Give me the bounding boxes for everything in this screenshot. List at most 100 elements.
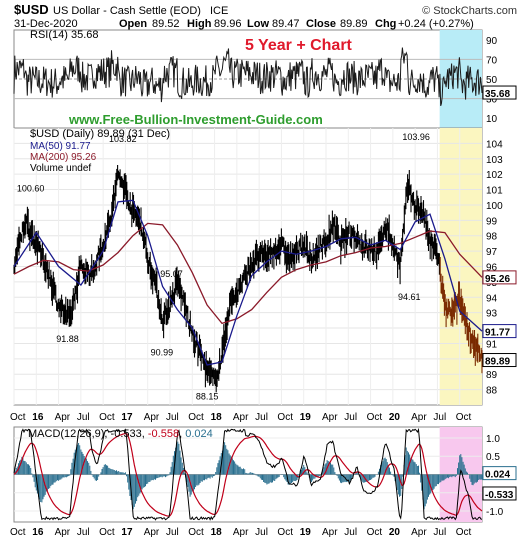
low-label: Low bbox=[247, 18, 269, 30]
chg-label: Chg bbox=[375, 18, 396, 30]
rsi-tick-50: 50 bbox=[486, 75, 498, 86]
ma50-badge-box bbox=[482, 324, 517, 339]
price-xtick-18: Apr bbox=[411, 412, 427, 423]
price-xtick-4: Oct bbox=[99, 412, 115, 423]
open-label: Open bbox=[119, 18, 147, 30]
close-label: Close bbox=[306, 18, 336, 30]
macd-xtick-9: 18 bbox=[211, 527, 223, 538]
low-value: 89.47 bbox=[272, 18, 300, 30]
rsi-last-badge: 35.68 bbox=[482, 85, 517, 100]
ma50-line bbox=[13, 199, 483, 366]
legend-volume: Volume undef bbox=[30, 163, 91, 174]
rsi-last-badge-box bbox=[482, 85, 517, 100]
header-exchange: ICE bbox=[210, 5, 228, 17]
ma200-badge-text: 95.26 bbox=[485, 274, 510, 285]
ma50-badge-text: 91.77 bbox=[485, 328, 510, 339]
ma200-badge-box bbox=[482, 270, 517, 285]
price-tick-93: 93 bbox=[486, 309, 498, 320]
legend-ma50: MA(50) 91.77 bbox=[30, 141, 91, 152]
price-xtick-14: Apr bbox=[322, 412, 338, 423]
macd-xtick-7: Jul bbox=[166, 527, 179, 538]
price-xtick-19: Jul bbox=[433, 412, 446, 423]
high-value: 89.96 bbox=[214, 18, 242, 30]
chart-header: $USD US Dollar - Cash Settle (EOD) ICE ©… bbox=[14, 2, 517, 30]
macd-legend-hist: 0.024 bbox=[185, 428, 213, 440]
price-annotation-6: 103.96 bbox=[402, 132, 430, 142]
macd-tick-1: 1.0 bbox=[486, 434, 500, 445]
rsi-tick-30: 30 bbox=[486, 95, 498, 106]
price-tick-103: 103 bbox=[486, 155, 503, 166]
macd-xtick-4: Oct bbox=[99, 527, 115, 538]
macd-xtick-14: Apr bbox=[322, 527, 338, 538]
macd-xtick-15: Jul bbox=[344, 527, 357, 538]
price-xtick-2: Apr bbox=[55, 412, 71, 423]
price-panel: 888990919293949596979899100101102103104O… bbox=[10, 127, 517, 423]
price-xtick-1: 16 bbox=[32, 412, 44, 423]
rsi-legend: RSI(14) 35.68 bbox=[30, 29, 98, 41]
price-xtick-6: Apr bbox=[144, 412, 160, 423]
macd-hist-badge: 0.024 bbox=[482, 466, 517, 481]
price-bars bbox=[13, 165, 483, 393]
macd-xtick-8: Oct bbox=[188, 527, 204, 538]
header-symbol: $USD bbox=[14, 2, 49, 17]
price-xtick-10: Apr bbox=[233, 412, 249, 423]
macd-xtick-5: 17 bbox=[121, 527, 133, 538]
price-tick-94: 94 bbox=[486, 293, 498, 304]
macd-xtick-11: Jul bbox=[255, 527, 268, 538]
macd-xtick-1: 16 bbox=[32, 527, 44, 538]
price-tick-104: 104 bbox=[486, 139, 503, 150]
legend-ma200: MA(200) 95.26 bbox=[30, 152, 97, 163]
macd-legend-signal: -0.558 bbox=[148, 428, 179, 440]
price-xtick-20: Oct bbox=[456, 412, 472, 423]
close-badge: 89.89 bbox=[482, 353, 517, 368]
rsi-tick-90: 90 bbox=[486, 36, 498, 47]
ma50-badge: 91.77 bbox=[482, 324, 517, 339]
macd-panel: -1.0-0.50.00.51.0Oct16AprJulOct17AprJulO… bbox=[10, 426, 517, 538]
macd-tick-0.5: 0.5 bbox=[486, 452, 500, 463]
price-annotation-7: 94.61 bbox=[398, 292, 421, 302]
macd-last-badge: -0.533 bbox=[482, 486, 517, 501]
macd-xtick-0: Oct bbox=[10, 527, 26, 538]
macd-xtick-6: Apr bbox=[144, 527, 160, 538]
price-tick-99: 99 bbox=[486, 216, 498, 227]
open-value: 89.52 bbox=[152, 18, 180, 30]
price-tick-97: 97 bbox=[486, 247, 498, 258]
rsi-panel: 10 30 50 70 90 35.68 bbox=[13, 29, 517, 129]
macd-xtick-19: Jul bbox=[433, 527, 446, 538]
header-brand: © StockCharts.com bbox=[422, 5, 517, 17]
price-tick-102: 102 bbox=[486, 170, 503, 181]
rsi-tick-10: 10 bbox=[486, 114, 498, 125]
macd-last-badge-box bbox=[482, 486, 517, 501]
ma200-badge: 95.26 bbox=[482, 270, 517, 285]
price-xtick-3: Jul bbox=[77, 412, 90, 423]
price-tick-91: 91 bbox=[486, 339, 498, 350]
macd-xtick-17: 20 bbox=[389, 527, 401, 538]
price-tick-98: 98 bbox=[486, 232, 498, 243]
rsi-line bbox=[13, 47, 483, 106]
price-xtick-11: Jul bbox=[255, 412, 268, 423]
macd-xtick-3: Jul bbox=[77, 527, 90, 538]
price-annotation-3: 90.99 bbox=[151, 348, 174, 358]
close-value: 89.89 bbox=[340, 18, 368, 30]
watermark-url: www.Free-Bullion-Investment-Guide.com bbox=[68, 112, 323, 127]
price-xtick-5: 17 bbox=[121, 412, 133, 423]
macd-xtick-20: Oct bbox=[456, 527, 472, 538]
macd-xtick-13: 19 bbox=[300, 527, 312, 538]
macd-last-badge-text: -0.533 bbox=[485, 490, 514, 501]
header-date: 31-Dec-2020 bbox=[14, 18, 78, 30]
chart-tagline: 5 Year + Chart bbox=[245, 37, 353, 54]
price-xtick-17: 20 bbox=[389, 412, 401, 423]
chg-value: +0.24 (+0.27%) bbox=[398, 18, 474, 30]
rsi-last-badge-text: 35.68 bbox=[485, 89, 510, 100]
macd-line bbox=[13, 427, 483, 521]
price-xtick-15: Jul bbox=[344, 412, 357, 423]
macd-hist-badge-text: 0.024 bbox=[485, 470, 510, 481]
macd-xtick-10: Apr bbox=[233, 527, 249, 538]
price-xtick-7: Jul bbox=[166, 412, 179, 423]
price-annotation-5: 88.15 bbox=[196, 391, 219, 401]
macd-xtick-18: Apr bbox=[411, 527, 427, 538]
price-title: $USD (Daily) 89.89 (31 Dec) bbox=[30, 128, 170, 140]
close-badge-box bbox=[482, 353, 517, 368]
price-xtick-0: Oct bbox=[10, 412, 26, 423]
